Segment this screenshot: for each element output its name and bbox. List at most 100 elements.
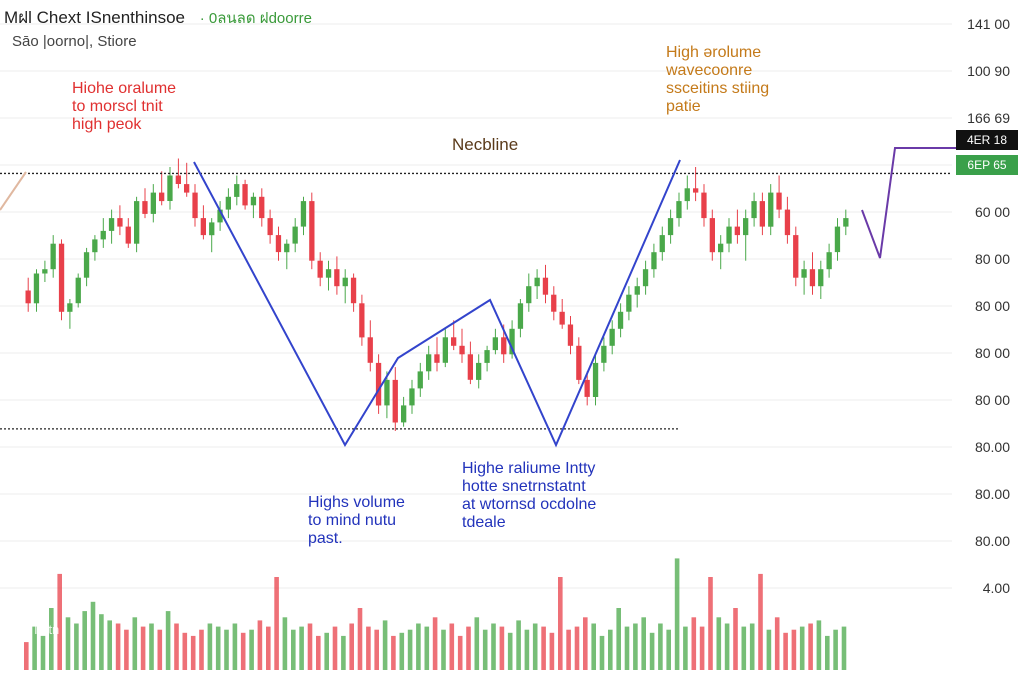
candle-body — [768, 192, 774, 227]
candle-body — [367, 337, 373, 363]
candle-body — [534, 277, 540, 287]
candle-body — [634, 286, 640, 295]
volume-bar — [374, 629, 379, 670]
volume-bar — [799, 626, 805, 670]
volume-bar — [633, 623, 638, 670]
volume-bar — [708, 577, 713, 670]
volume-bar — [474, 617, 480, 670]
y-tick-label: 80.00 — [974, 533, 1010, 549]
volume-bar — [82, 611, 87, 670]
volume-bar — [99, 614, 104, 670]
volume-bar — [499, 626, 505, 670]
volume-bar — [199, 629, 204, 670]
candle-body — [584, 379, 590, 397]
candle-body — [626, 294, 632, 312]
y-tick-label: 166 69 — [967, 110, 1010, 126]
candle-body — [709, 218, 715, 253]
volume-bar — [115, 623, 121, 670]
volume-bar — [574, 626, 580, 670]
annotation-line: high peok — [72, 116, 142, 133]
pattern-segment — [344, 357, 399, 446]
candle-body — [234, 184, 240, 197]
candle-body — [250, 196, 257, 206]
candle-body — [576, 345, 582, 380]
volume-bar — [524, 629, 530, 670]
annotation-line: Highs volume — [308, 494, 405, 511]
volume-label: Imtn — [34, 622, 60, 637]
candle-body — [684, 188, 690, 202]
y-tick-label: 100 90 — [967, 63, 1010, 79]
candle-body — [384, 379, 390, 406]
volume-bar — [658, 623, 663, 670]
candle-body — [292, 226, 298, 244]
candle-body — [417, 371, 423, 389]
neckline-label: Necbline — [452, 135, 519, 154]
candle-body — [242, 184, 248, 206]
volume-bar — [366, 626, 371, 670]
candle-body — [125, 226, 131, 244]
edge-line — [0, 171, 27, 211]
candle-body — [542, 277, 549, 295]
candle-body — [793, 235, 799, 278]
volume-bar — [249, 629, 254, 670]
annotation-line: Hiohe oralume — [72, 80, 177, 97]
annotation-right-peak: High ərolume wavecoonre ssceitins stiing… — [666, 44, 769, 116]
volume-bar — [307, 623, 313, 670]
chart-subtitle: Sāo |oorno|, Stiore — [12, 33, 137, 50]
volume-bar — [691, 617, 697, 670]
volume-bar — [65, 617, 71, 670]
volume-bar — [291, 629, 296, 670]
volume-bar — [666, 629, 671, 670]
annotation-line: to morscl tnit — [72, 98, 163, 115]
candle-body — [42, 269, 48, 274]
volume-bar — [266, 626, 271, 670]
y-tick-label: 141 00 — [967, 16, 1010, 32]
candle-body — [142, 201, 148, 214]
candle-body — [693, 188, 699, 193]
annotation-left-trough: Highs volume to mind nutu past. — [308, 494, 405, 548]
candle-body — [108, 218, 115, 231]
volume-bar — [215, 626, 221, 670]
volume-bar — [758, 573, 763, 670]
candle-body — [167, 175, 173, 201]
candle-body — [843, 218, 849, 227]
candle-body — [809, 269, 816, 287]
annotation-line: patie — [666, 98, 701, 115]
annotation-line: Highe raliume Intty — [462, 460, 596, 477]
volume-bar — [825, 635, 830, 670]
candle-body — [551, 294, 557, 312]
volume-bar — [391, 635, 396, 670]
volume-bar — [449, 623, 455, 670]
candle-body — [225, 196, 231, 210]
candle-body — [759, 201, 765, 227]
candle-body — [275, 235, 282, 253]
volume-bar — [274, 577, 279, 670]
candle-body — [150, 192, 156, 214]
candle-body — [484, 350, 490, 363]
candle-body — [50, 243, 56, 270]
candle-body — [67, 303, 73, 312]
volume-bar — [766, 629, 772, 670]
candle-body — [259, 196, 265, 219]
volume-bar — [482, 629, 488, 670]
candle-body — [676, 201, 682, 219]
annotation-line: tdeale — [462, 514, 506, 531]
annotation-left-peak: Hiohe oralume to morscl tnit high peok — [72, 80, 176, 134]
volume-bar — [207, 623, 213, 670]
candle-body — [426, 354, 432, 372]
candle-body — [776, 192, 782, 210]
volume-bar — [833, 629, 838, 670]
y-tick-label: 80 00 — [974, 298, 1010, 314]
candle-body — [726, 226, 732, 244]
candle-body — [434, 354, 440, 363]
candle-body — [309, 201, 315, 261]
candle-body — [100, 230, 106, 240]
candle-body — [33, 273, 40, 304]
volume-bar — [591, 623, 596, 670]
volume-bar — [341, 635, 346, 670]
candle-body — [751, 201, 757, 219]
candle-body — [492, 337, 498, 351]
candle-body — [476, 362, 482, 380]
candle-body — [25, 290, 31, 304]
candle-body — [325, 269, 332, 278]
